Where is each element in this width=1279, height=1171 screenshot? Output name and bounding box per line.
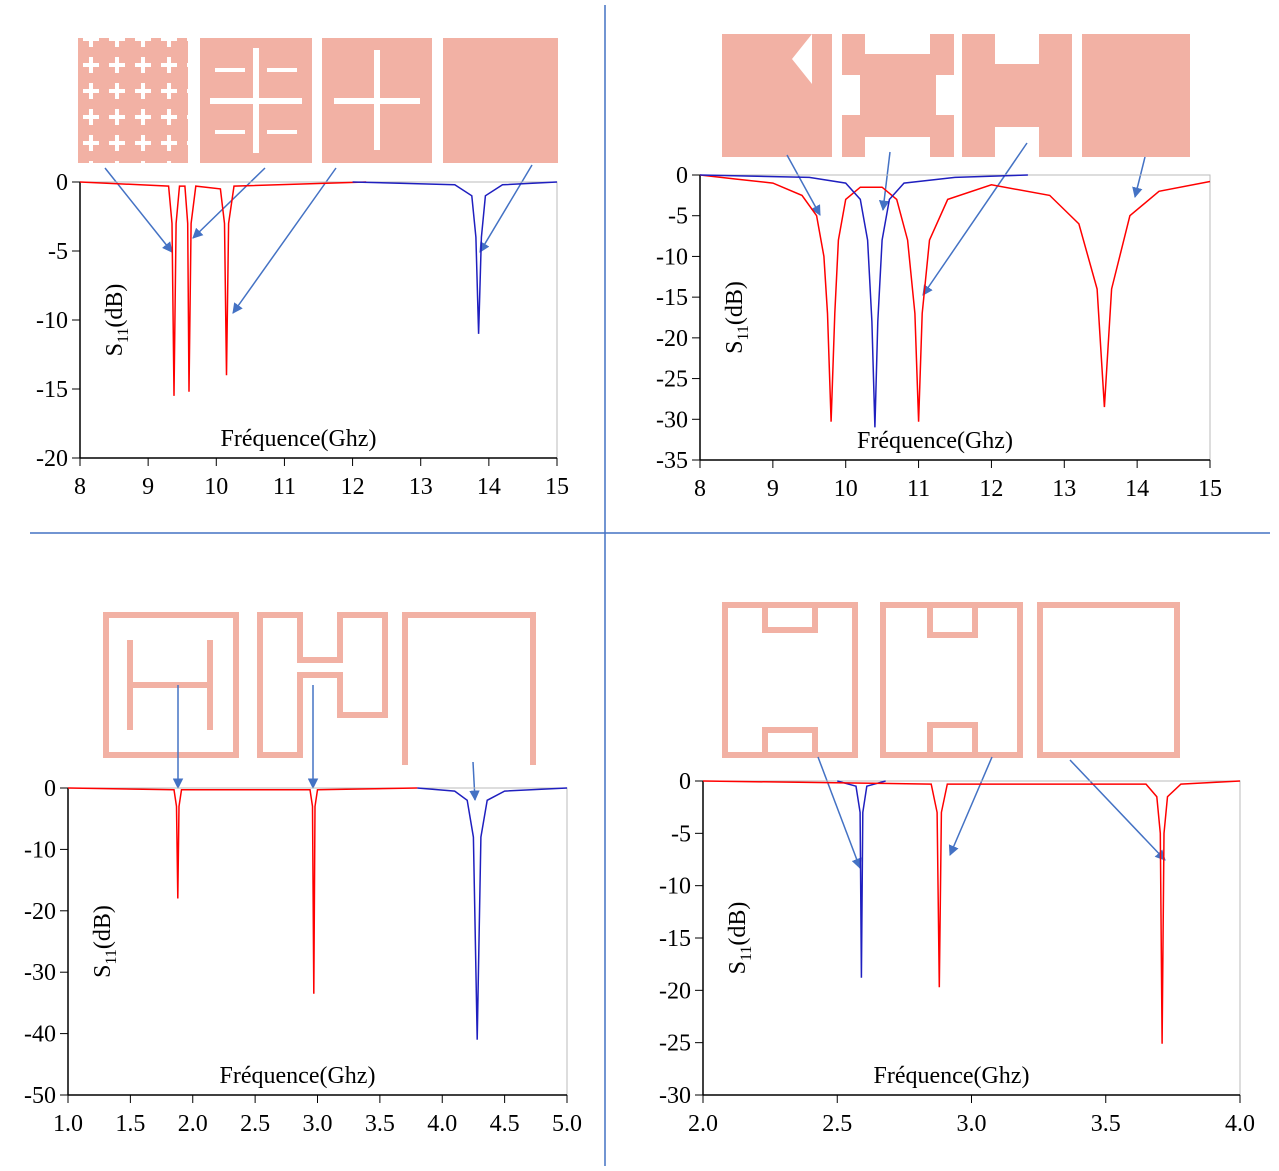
x-tick-label: 12 xyxy=(341,474,365,500)
x-tick-label: 9 xyxy=(142,474,154,500)
x-tick-label: 5.0 xyxy=(552,1111,582,1137)
y-tick-label: -5 xyxy=(668,204,688,230)
y-tick-label: -40 xyxy=(24,1022,56,1048)
x-tick-label: 11 xyxy=(273,474,296,500)
y-tick-label: -30 xyxy=(659,1083,691,1109)
y-tick-label: -10 xyxy=(659,874,691,900)
series-line xyxy=(67,787,418,994)
chart: 0 -5 -10 -15 -20 -25 -30 -358 9 10 11 12 13 14 15 Fréqu… xyxy=(656,163,1222,502)
x-tick-label: 4.5 xyxy=(490,1111,520,1137)
x-tick-label: 8 xyxy=(74,474,86,500)
y-tick-label: -15 xyxy=(656,285,688,311)
x-tick-label: 2.0 xyxy=(178,1111,208,1137)
y-label-unit: (dB) xyxy=(90,905,116,949)
x-tick-label: 1.5 xyxy=(115,1111,145,1137)
series-line xyxy=(79,181,367,396)
y-label-main: S xyxy=(102,343,128,356)
series-line xyxy=(699,174,1028,428)
y-tick-label: 0 xyxy=(56,170,68,196)
series-line xyxy=(702,780,1241,1044)
y-axis-label: S11(dB) xyxy=(102,284,132,357)
x-tick-label: 4.0 xyxy=(1225,1111,1255,1137)
x-tick-label: 9 xyxy=(767,476,779,502)
series-line xyxy=(417,787,568,1040)
y-tick-label: -20 xyxy=(24,899,56,925)
x-tick-label: 3.5 xyxy=(1091,1111,1121,1137)
x-axis-label: Fréquence(Ghz) xyxy=(874,1063,1030,1089)
y-tick-label: -15 xyxy=(659,926,691,952)
y-label-main: S xyxy=(725,961,751,974)
y-tick-label: -25 xyxy=(656,367,688,393)
chart: 0 -10 -20 -30 -40 -501.0 1.5 2.0 2.5 3.0 3.5 4.0 4.5… xyxy=(24,776,582,1137)
x-tick-label: 15 xyxy=(545,474,569,500)
y-tick-label: -5 xyxy=(48,239,68,265)
x-tick-label: 11 xyxy=(907,476,930,502)
y-tick-label: -20 xyxy=(36,446,68,472)
y-tick-label: -10 xyxy=(36,308,68,334)
series-line xyxy=(352,181,558,334)
x-tick-label: 10 xyxy=(834,476,858,502)
x-tick-label: 8 xyxy=(694,476,706,502)
y-label-sub: 11 xyxy=(735,325,752,340)
plot-frame xyxy=(699,174,1211,461)
x-tick-label: 2.5 xyxy=(240,1111,270,1137)
y-axis-label: S11(dB) xyxy=(725,902,755,975)
x-tick-label: 14 xyxy=(1125,476,1149,502)
x-tick-label: 13 xyxy=(1052,476,1076,502)
chart: 0 -5 -10 -15 -20 -25 -302.0 2.5 3.0 3.5 4.0 Fréquen… xyxy=(659,769,1255,1137)
y-label-unit: (dB) xyxy=(102,284,128,328)
y-tick-label: -30 xyxy=(656,407,688,433)
y-label-main: S xyxy=(90,965,116,978)
y-tick-label: -15 xyxy=(36,377,68,403)
y-tick-label: -20 xyxy=(656,326,688,352)
x-tick-label: 1.0 xyxy=(53,1111,83,1137)
y-axis-label: S11(dB) xyxy=(722,281,752,354)
x-axis-label: Fréquence(Ghz) xyxy=(220,1063,376,1089)
y-label-sub: 11 xyxy=(103,949,120,964)
y-tick-label: 0 xyxy=(676,163,688,189)
y-tick-label: -25 xyxy=(659,1031,691,1057)
x-tick-label: 3.5 xyxy=(365,1111,395,1137)
x-tick-label: 13 xyxy=(409,474,433,500)
x-axis-label: Fréquence(Ghz) xyxy=(221,426,377,452)
y-label-sub: 11 xyxy=(115,328,132,343)
charts: 0-5-10-15-208 9 10 11 12 13 14 15Fréquence(Ghz)… xyxy=(24,163,1255,1137)
x-tick-label: 3.0 xyxy=(303,1111,333,1137)
y-tick-label: -5 xyxy=(671,821,691,847)
series-line xyxy=(699,174,1211,422)
y-tick-label: 0 xyxy=(44,776,56,802)
arrows xyxy=(104,142,1166,869)
plot-frame xyxy=(79,181,558,459)
y-axis-label: S11(dB) xyxy=(90,905,120,978)
x-tick-label: 2.5 xyxy=(822,1111,852,1137)
antenna-images xyxy=(78,34,1190,765)
x-axis-label: Fréquence(Ghz) xyxy=(857,428,1013,454)
x-tick-label: 10 xyxy=(204,474,228,500)
y-tick-label: -20 xyxy=(659,978,691,1004)
y-tick-label: -10 xyxy=(24,837,56,863)
x-tick-label: 2.0 xyxy=(688,1111,718,1137)
chart: 0 -5 -10 -15 -208 9 10 11 12 13 14 15 Fréquence(Ghz)… xyxy=(36,170,569,500)
x-tick-label: 12 xyxy=(979,476,1003,502)
series-line xyxy=(837,780,886,978)
x-tick-label: 14 xyxy=(477,474,501,500)
y-label-sub: 11 xyxy=(738,946,755,961)
y-tick-label: -50 xyxy=(24,1083,56,1109)
y-tick-label: 0 xyxy=(679,769,691,795)
x-tick-label: 15 xyxy=(1198,476,1222,502)
plot-frame xyxy=(67,787,568,1096)
x-tick-label: 3.0 xyxy=(957,1111,987,1137)
y-label-unit: (dB) xyxy=(725,902,751,946)
y-tick-label: -10 xyxy=(656,244,688,270)
y-label-main: S xyxy=(722,341,748,354)
x-tick-label: 4.0 xyxy=(427,1111,457,1137)
y-tick-label: -35 xyxy=(656,448,688,474)
y-tick-label: -30 xyxy=(24,960,56,986)
y-label-unit: (dB) xyxy=(722,281,748,325)
